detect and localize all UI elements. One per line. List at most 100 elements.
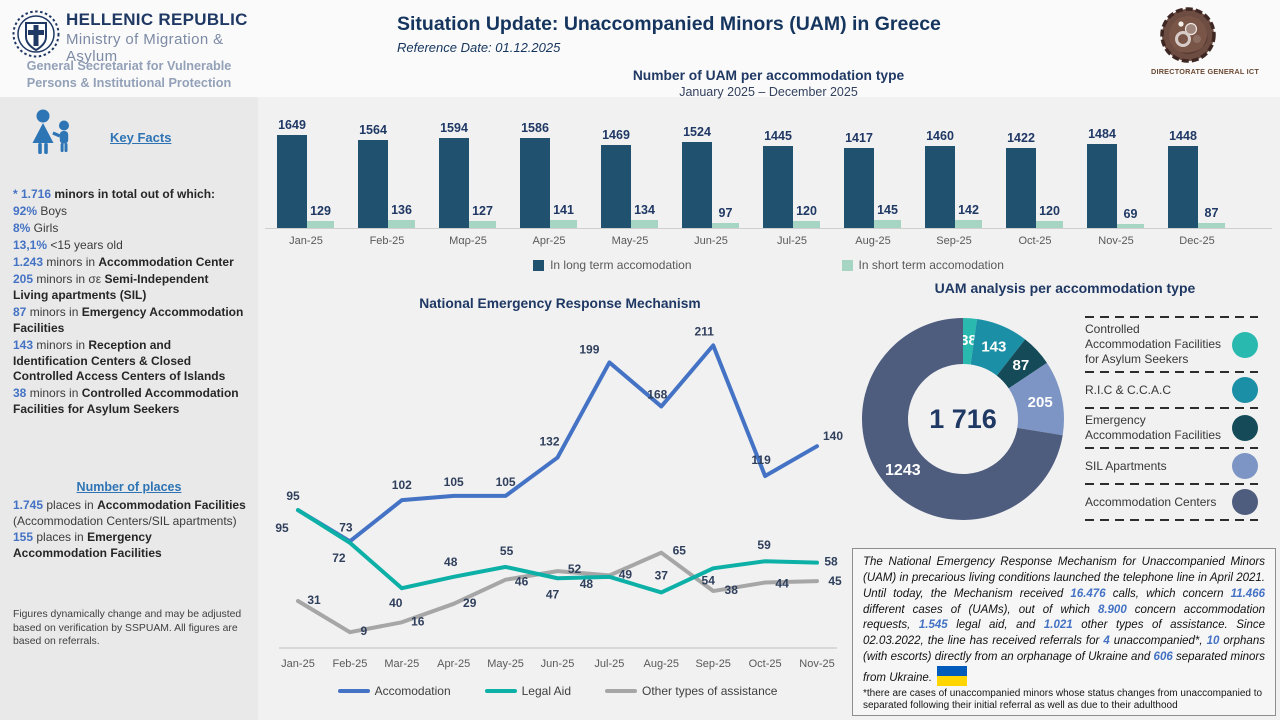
fact-line: 143 minors in Reception and Identificati… [13,338,247,386]
bar-value-label: 129 [310,203,331,218]
legend-divider [1085,483,1258,485]
text-segment: Emergency Accommodation Facilities [13,304,244,335]
bar-short-term [793,221,820,228]
line-point-label: 132 [539,435,559,449]
fact-line: * 1.716 minors in total out of which: [13,187,247,203]
bar-column: 145 [874,203,901,228]
text-segment: 1.745 [13,498,44,513]
text-segment: minors in total out of which: [51,187,216,201]
text-segment: 606 [1153,651,1173,664]
bar-long-term [1006,147,1036,228]
mechanism-info-text: The National Emergency Response Mechanis… [863,555,1265,687]
line-point-label: 48 [444,555,458,569]
bar-group: 1417 145 [844,131,901,228]
text-segment: 13,1% [13,237,48,252]
page-title: Situation Update: Unaccompanied Minors (… [397,13,941,35]
line-month-label: Jan-25 [281,658,315,670]
line-month-label: Mar-25 [384,658,419,670]
line-point-label: 140 [823,429,843,443]
bar-short-term [874,219,901,228]
line-point-label: 48 [580,577,594,591]
text-segment: 1.021 [1043,619,1073,632]
line-point-label: 105 [444,475,464,489]
bar-month-label: Jan-25 [289,235,323,247]
line-point-label: 119 [751,453,771,467]
line-point-label: 168 [647,387,667,401]
bar-value-label: 97 [718,205,733,220]
bar-long-term [925,145,955,228]
bar-month-label: Dec-25 [1179,235,1215,247]
donut-slice [963,318,978,365]
legend-item: Legal Aid [484,684,571,698]
line-point-label: 95 [286,489,300,503]
bar-column: 136 [388,203,415,228]
line-point-label: 29 [463,596,477,610]
text-segment: places in [43,498,98,513]
text-segment: Girls [30,220,59,235]
text-segment: 1.243 [13,254,44,269]
line-point-label: 59 [757,538,771,552]
bar-column: 87 [1198,206,1225,228]
line-month-label: Aug-25 [644,658,679,670]
bar-short-term [955,220,982,228]
bar-long-term [844,147,874,228]
bar-column: 1586 [520,121,550,228]
bar-column: 1649 [277,118,307,228]
legend-label: Emergency Accommodation Facilities [1085,413,1222,442]
adult-and-child-icon [32,109,69,154]
bar-chart-axis [265,228,1272,229]
bar-long-term [358,139,388,228]
legend-divider [1085,447,1258,449]
legend-circle-icon [1232,453,1258,479]
line-point-label: 49 [619,567,633,581]
line-point-label: 46 [515,575,529,589]
bar-value-label: 1564 [359,122,387,137]
bar-short-term [1198,223,1225,228]
legend-label: R.I.C & C.C.A.C [1085,382,1172,397]
legend-item: In short term accomodation [841,258,1004,272]
bar-group: 1448 87 [1168,129,1225,228]
bar-group: 1469 134 [601,128,658,228]
key-facts-link[interactable]: Key Facts [110,129,172,145]
text-segment: Boys [37,203,68,218]
donut-slice [996,339,1047,389]
text-segment: The National Emergency Response Mechanis… [863,556,1265,600]
bar-value-label: 1422 [1007,130,1035,145]
text-segment: minors in [43,254,99,269]
line-series [296,343,819,544]
bar-value-label: 1649 [278,117,306,132]
line-point-label: 102 [392,478,412,492]
text-segment: 10 [1206,635,1220,648]
donut-slice [861,318,1063,520]
text-segment: 4 [1103,635,1110,648]
bar-short-term [1036,221,1063,228]
text-segment: 8.900 [1097,603,1127,616]
bar-value-label: 1417 [845,130,873,145]
line-month-label: Oct-25 [749,658,782,670]
bar-chart-header: Number of UAM per accommodation type Jan… [265,68,1272,99]
bar-month-label: Oct-25 [1018,235,1052,247]
places-list: 1.745 places in Accommodation Facilities… [0,498,258,562]
text-segment: Controlled Accommodation Facilities for … [13,386,239,417]
text-segment: legal aid, and [947,619,1044,632]
ministry-title: Ministry of Migration & Asylum [66,31,224,65]
line-month-label: Sep-25 [695,658,730,670]
bar-short-term [631,220,658,228]
sidebar-footnote: Figures dynamically change and may be ad… [13,609,242,648]
bar-chart-subtitle: January 2025 – December 2025 [679,85,858,99]
bar-group: 1586 141 [520,121,577,228]
bar-short-term [388,220,415,228]
text-segment: minors in σε [33,271,105,286]
bar-value-label: 1594 [440,120,468,135]
legend-item: Emergency Accommodation Facilities [1085,409,1258,447]
bar-column: 1445 [763,129,793,228]
legend-swatch-icon [841,259,853,271]
legend-item: Accommodation Centers [1085,485,1258,519]
bar-column: 1524 [682,125,712,228]
number-of-places-link[interactable]: Number of places [76,480,182,495]
line-point-label: 95 [275,521,289,535]
text-segment: Emergency Accommodation Facilities [13,530,162,561]
line-point-label: 16 [411,614,425,628]
bar-long-term [439,137,469,228]
fact-line: 38 minors in Controlled Accommodation Fa… [13,386,247,418]
